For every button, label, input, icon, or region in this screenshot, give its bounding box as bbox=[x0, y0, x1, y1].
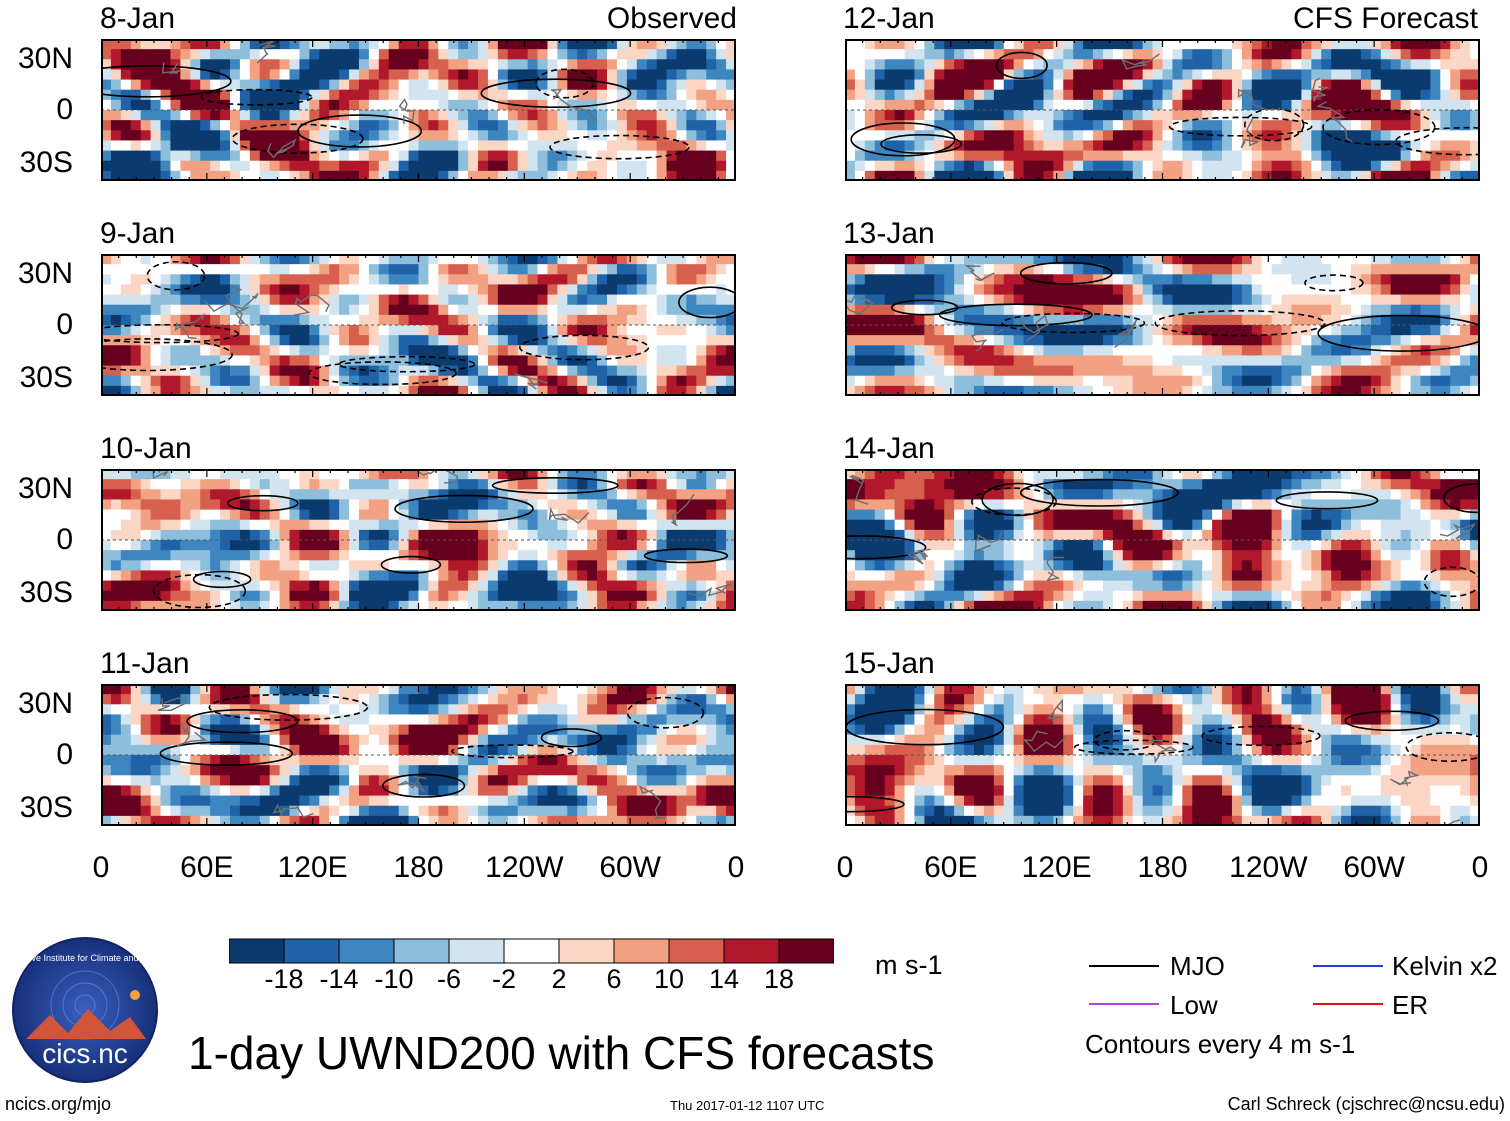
legend-mjo: MJO bbox=[1170, 951, 1225, 981]
colorbar-swatch bbox=[448, 938, 505, 964]
colorbar-swatch bbox=[338, 938, 395, 964]
longitude-label: 120W bbox=[485, 851, 564, 884]
colorbar-tick-label: -2 bbox=[491, 964, 516, 994]
latitude-label: 30N bbox=[17, 257, 73, 290]
panel-date-label: 12-Jan bbox=[843, 2, 935, 35]
logo-ring-text: Cooperative Institute for Climate and Sa… bbox=[10, 953, 160, 963]
colorbar-swatch bbox=[393, 938, 450, 964]
longitude-label: 120W bbox=[1229, 851, 1308, 884]
latitude-label: 0 bbox=[56, 523, 73, 556]
latitude-label: 30S bbox=[19, 576, 73, 609]
colorbar-swatch bbox=[723, 938, 780, 964]
panel-date-label: 14-Jan bbox=[843, 432, 935, 465]
colorbar-tick-label: -18 bbox=[264, 964, 304, 994]
legend-contour-note: Contours every 4 m s-1 bbox=[1085, 1029, 1356, 1059]
colorbar-swatch bbox=[613, 938, 670, 964]
longitude-label: 60E bbox=[180, 851, 234, 884]
forecast-column-label: CFS Forecast bbox=[1292, 2, 1478, 35]
colorbar-tick-label: 14 bbox=[708, 964, 740, 994]
longitude-label: 120E bbox=[1021, 851, 1092, 884]
legend-lines bbox=[1089, 965, 1383, 1005]
longitude-label: 120E bbox=[277, 851, 348, 884]
latitude-label: 0 bbox=[56, 308, 73, 341]
panel-date-label: 11-Jan bbox=[100, 647, 190, 680]
uwnd-map-panel bbox=[845, 684, 1480, 826]
longitude-label: 0 bbox=[836, 851, 854, 884]
latitude-label: 0 bbox=[56, 738, 73, 771]
colorbar-swatch bbox=[778, 938, 834, 964]
uwnd-map-panel bbox=[101, 469, 736, 611]
colorbar-swatch bbox=[503, 938, 560, 964]
logo-text: cics.nc bbox=[42, 1038, 128, 1069]
colorbar-tick-label: -14 bbox=[319, 964, 359, 994]
colorbar-swatch bbox=[668, 938, 725, 964]
latitude-label: 30N bbox=[17, 687, 73, 720]
colorbar-tick-label: 2 bbox=[551, 964, 567, 994]
colorbar-tick-label: 10 bbox=[653, 964, 685, 994]
latitude-label: 30N bbox=[17, 472, 73, 505]
uwnd-map-panel bbox=[845, 469, 1480, 611]
footer-website[interactable]: ncics.org/mjo bbox=[5, 1094, 112, 1114]
uwnd-map-panel bbox=[101, 254, 736, 396]
observed-column-label: Observed bbox=[606, 2, 737, 35]
longitude-label: 60E bbox=[924, 851, 978, 884]
colorbar-tick-label: -6 bbox=[436, 964, 461, 994]
uwnd-map-panel bbox=[101, 39, 736, 181]
colorbar-units: m s-1 bbox=[875, 950, 943, 980]
colorbar-tick-label: 6 bbox=[606, 964, 622, 994]
longitude-label: 0 bbox=[727, 851, 745, 884]
colorbar bbox=[229, 938, 834, 964]
footer-timestamp: Thu 2017-01-12 1107 UTC bbox=[670, 1098, 825, 1113]
longitude-label: 60W bbox=[599, 851, 661, 884]
uwnd-map-panel bbox=[845, 254, 1480, 396]
longitude-label: 0 bbox=[92, 851, 110, 884]
longitude-label: 180 bbox=[1137, 851, 1188, 884]
figure-title: 1-day UWND200 with CFS forecasts bbox=[188, 1027, 935, 1079]
colorbar-tick-label: 18 bbox=[763, 964, 795, 994]
longitude-label: 180 bbox=[393, 851, 444, 884]
panel-date-label: 13-Jan bbox=[843, 217, 935, 250]
colorbar-swatch bbox=[229, 938, 285, 964]
uwnd-map-panel bbox=[845, 39, 1480, 181]
legend-low: Low bbox=[1170, 990, 1218, 1020]
latitude-label: 30S bbox=[19, 791, 73, 824]
panel-date-label: 10-Jan bbox=[100, 432, 192, 465]
colorbar-tick-label: -10 bbox=[374, 964, 414, 994]
uwnd-map-panel bbox=[101, 684, 736, 826]
panel-date-label: 9-Jan bbox=[100, 217, 176, 250]
latitude-label: 30S bbox=[19, 146, 73, 179]
footer-credit: Carl Schreck (cjschrec@ncsu.edu) bbox=[1227, 1094, 1505, 1114]
cics-logo: cics.nc Cooperative Institute for Climat… bbox=[10, 937, 160, 1083]
panel-date-label: 8-Jan bbox=[100, 2, 176, 35]
longitude-label: 0 bbox=[1471, 851, 1489, 884]
latitude-label: 30N bbox=[17, 42, 73, 75]
panel-date-label: 15-Jan bbox=[843, 647, 935, 680]
colorbar-swatch bbox=[558, 938, 615, 964]
latitude-label: 0 bbox=[56, 93, 73, 126]
longitude-label: 60W bbox=[1343, 851, 1405, 884]
legend-er: ER bbox=[1392, 990, 1429, 1020]
colorbar-swatch bbox=[283, 938, 340, 964]
latitude-label: 30S bbox=[19, 361, 73, 394]
legend-kelvin: Kelvin x2 bbox=[1392, 951, 1498, 981]
